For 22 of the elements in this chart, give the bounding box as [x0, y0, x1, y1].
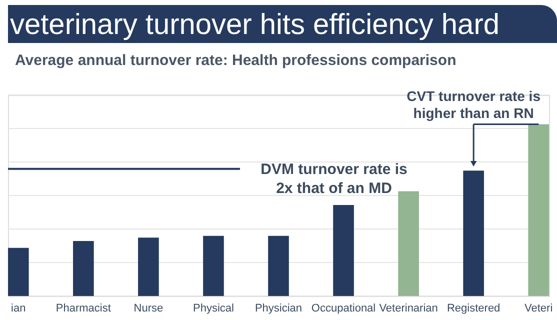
x-tick-label: Occupational [311, 302, 376, 314]
bar [398, 191, 419, 296]
bar [333, 204, 354, 296]
x-tick-label: Veteri [524, 302, 553, 314]
bar [73, 241, 94, 296]
x-tick-label: Registered [446, 302, 500, 314]
bar [138, 238, 159, 296]
bar [463, 170, 484, 296]
chart-subtitle: Average annual turnover rate: Health professions comparison [15, 52, 456, 69]
ref-line-label: DVM turnover rate is 2x that of an MD [260, 160, 408, 197]
x-tick-label: Physician [254, 302, 302, 314]
bar [268, 236, 289, 296]
x-tick-label: Physical [192, 302, 234, 314]
bar [203, 236, 224, 296]
bar [528, 124, 549, 296]
x-tick-label: ian [11, 302, 26, 314]
text: CVT turnover rate is higher than an RN [406, 88, 541, 121]
x-tick-label: Veterinarian [379, 302, 438, 314]
x-tick-label: Nurse [134, 302, 164, 314]
bar [8, 248, 29, 296]
x-tick-label: Pharmacist [56, 302, 111, 314]
chart-title: veterinary turnover hits efficiency hard [10, 9, 500, 41]
